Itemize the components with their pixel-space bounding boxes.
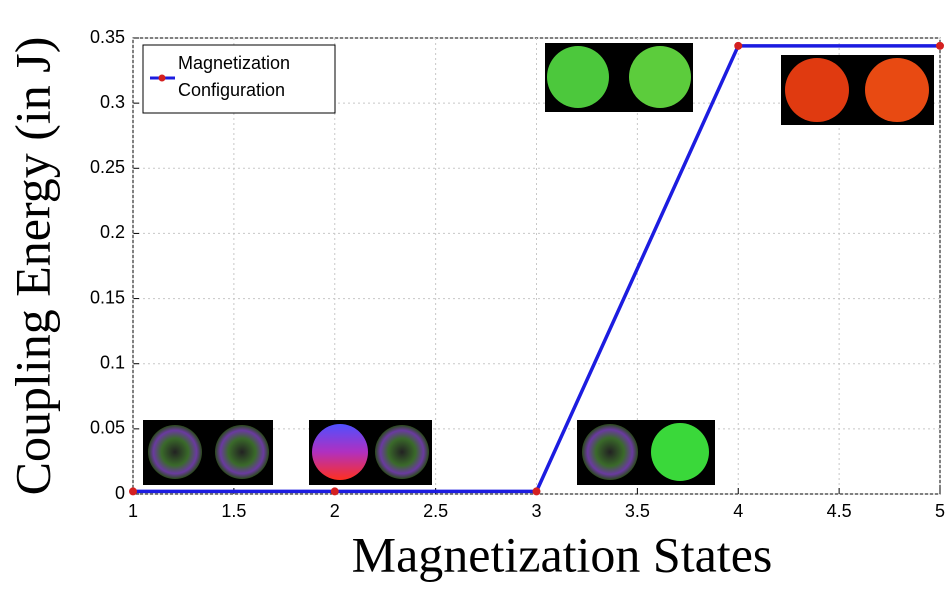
y-tick-label: 0: [115, 483, 125, 503]
legend-label-box: Magnetization Configuration: [178, 53, 291, 100]
legend-label: Magnetization Configuration: [178, 53, 291, 100]
inset-disk: [785, 58, 849, 122]
x-tick-label: 3.5: [625, 501, 650, 521]
data-point: [936, 41, 944, 50]
y-tick-label: 0.1: [100, 352, 125, 372]
inset-disk: [582, 424, 638, 480]
x-tick-label: 3: [531, 501, 541, 521]
x-tick-label: 5: [935, 501, 945, 521]
x-tick-label: 1: [128, 501, 138, 521]
x-tick-label: 4: [733, 501, 743, 521]
x-tick-label: 1.5: [221, 501, 246, 521]
inset-disk: [651, 423, 709, 481]
inset-disk: [547, 46, 609, 108]
inset-disk: [629, 46, 691, 108]
y-tick-label: 0.25: [90, 157, 125, 177]
y-tick-label: 0.3: [100, 92, 125, 112]
data-point: [330, 487, 339, 496]
inset-disk: [148, 425, 202, 479]
data-point: [532, 487, 541, 496]
inset-disk: [375, 425, 429, 479]
y-tick-label: 0.05: [90, 418, 125, 438]
series: [129, 41, 944, 496]
y-axis-label: Coupling Energy (in J): [4, 37, 60, 496]
data-point: [734, 41, 743, 50]
y-tick-label: 0.2: [100, 222, 125, 242]
inset-disk: [865, 58, 929, 122]
x-tick-label: 4.5: [827, 501, 852, 521]
inset-disk: [312, 424, 368, 480]
y-tick-label: 0.15: [90, 287, 125, 307]
inset-disk: [215, 425, 269, 479]
x-tick-label: 2.5: [423, 501, 448, 521]
legend-marker: [158, 74, 166, 82]
data-point: [129, 487, 137, 496]
y-tick-label: 0.35: [90, 27, 125, 47]
insets: [143, 43, 934, 485]
x-tick-label: 2: [330, 501, 340, 521]
x-axis-label: Magnetization States: [352, 526, 773, 582]
